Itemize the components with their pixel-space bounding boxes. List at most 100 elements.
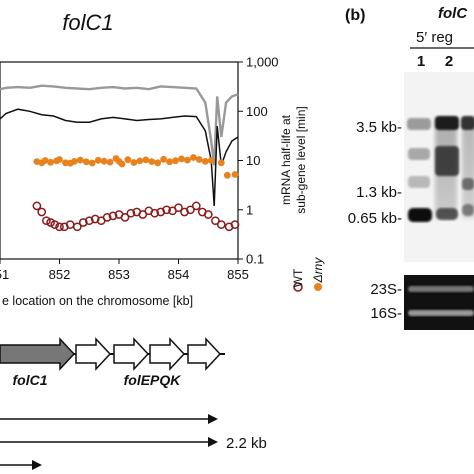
wt-point — [50, 220, 60, 229]
gene-arrow-folq — [149, 337, 186, 371]
mutant-point — [223, 171, 231, 179]
x-tick-label: 853 — [108, 267, 130, 282]
rrna-16s: 16S- — [370, 305, 402, 322]
wt-point — [72, 222, 82, 232]
wt-point — [203, 210, 213, 219]
mutant-point — [71, 158, 78, 165]
x-tick-label: 854 — [168, 267, 190, 282]
panel-b-title: folC — [438, 5, 468, 22]
mutant-point — [124, 156, 132, 164]
y-tick-label: 0.1 — [246, 252, 264, 267]
mutant-point — [184, 156, 191, 164]
wt-point — [108, 211, 118, 221]
series-line-3 — [0, 108, 239, 206]
wt-point — [42, 216, 51, 226]
x-tick-label: 855 — [227, 267, 249, 282]
wt-point — [216, 220, 226, 229]
mutant-point — [82, 158, 90, 166]
mutant-point — [231, 171, 239, 178]
scatter-series — [32, 154, 240, 232]
mutant-point — [172, 157, 179, 165]
mutant-point — [207, 157, 215, 164]
gene-label-folc1: folC1 — [13, 372, 48, 388]
legend-mutant-label: Δrny — [311, 257, 325, 284]
panel-b-label: (b) — [345, 7, 365, 24]
legend-wt-marker — [293, 282, 303, 292]
transcript-2-size: 2.2 kb — [226, 435, 267, 452]
wt-point — [186, 205, 195, 215]
northern-blot — [404, 72, 474, 262]
panel-b-subtitle: 5′ reg — [416, 29, 453, 46]
size-marker-0-65kb: 0.65 kb- — [348, 210, 402, 227]
mutant-point — [47, 158, 54, 166]
gene-title: folC1 — [62, 10, 113, 35]
wt-point — [191, 201, 201, 211]
mutant-point — [76, 156, 84, 164]
mutant-point — [130, 159, 138, 166]
wt-point — [102, 213, 112, 222]
size-marker-1-3kb: 1.3 kb- — [356, 184, 402, 201]
rrna-gel — [404, 275, 474, 330]
x-tick-label: 51 — [0, 267, 9, 282]
lane-label-1: 1 — [417, 53, 425, 70]
wt-point — [162, 205, 171, 215]
y-tick-label: 1 — [246, 202, 253, 217]
mutant-point — [190, 154, 197, 161]
transcript-2-arrowhead — [208, 437, 218, 447]
wt-point — [55, 222, 64, 232]
y-tick-label: 1,000 — [246, 55, 279, 70]
wt-point — [211, 216, 220, 226]
wt-point — [37, 207, 47, 217]
mutant-point — [118, 160, 126, 168]
series-line-2 — [0, 84, 239, 166]
x-axis-label: e location on the chromosome [kb] — [2, 294, 193, 308]
mutant-point — [178, 155, 185, 163]
gene-label-folepqk: folEPQK — [124, 372, 182, 388]
gene-arrow-folc1 — [0, 337, 76, 371]
legend-wt-label: WT — [291, 268, 305, 287]
mutant-point — [88, 159, 96, 167]
wt-point — [174, 203, 183, 213]
y-axis-label-line1: mRNA half-life at — [279, 114, 293, 205]
mutant-point — [160, 155, 168, 163]
x-axis-ticks: 51 852 853 854 855 — [0, 259, 249, 282]
rrna-23s: 23S- — [370, 281, 402, 298]
mutant-point — [41, 157, 49, 164]
mutant-point — [201, 158, 209, 165]
mutant-point — [148, 158, 156, 166]
wt-point — [126, 208, 136, 218]
mutant-point — [100, 157, 108, 165]
legend: WT Δrny — [291, 257, 325, 292]
gene-arrow-folp — [113, 337, 150, 371]
wt-point — [120, 213, 130, 222]
wt-point — [90, 214, 100, 224]
transcripts: 2.2 kb — [0, 414, 267, 470]
mutant-point — [136, 157, 144, 165]
wt-point — [32, 201, 42, 211]
mutant-point — [195, 156, 203, 163]
mutant-point — [217, 159, 225, 167]
wt-point — [150, 208, 160, 218]
gene-arrow-folk — [187, 337, 222, 371]
mutant-point — [94, 156, 102, 164]
gene-map: folC1 folEPQK — [0, 337, 225, 388]
mutant-point — [142, 156, 150, 164]
wt-point — [78, 218, 88, 227]
y-axis-label-line2: sub-gene level [min] — [294, 106, 308, 213]
wt-point — [46, 218, 55, 227]
mutant-point — [154, 159, 162, 167]
wt-point — [230, 220, 240, 229]
lane-label-2: 2 — [445, 53, 453, 70]
size-marker-3-5kb: 3.5 kb- — [356, 119, 402, 136]
x-tick-label: 852 — [49, 267, 71, 282]
y-tick-label: 100 — [246, 104, 268, 119]
y-axis-label: mRNA half-life at sub-gene level [min] — [279, 106, 308, 213]
transcript-1-arrowhead — [208, 414, 218, 424]
y-axis-ticks: 1,000 100 10 1 0.1 — [238, 55, 279, 267]
gene-arrow-fole — [75, 337, 112, 371]
wt-point — [138, 210, 148, 219]
legend-mutant-marker — [314, 283, 322, 291]
mutant-point — [106, 158, 114, 166]
mutant-point — [56, 156, 63, 163]
